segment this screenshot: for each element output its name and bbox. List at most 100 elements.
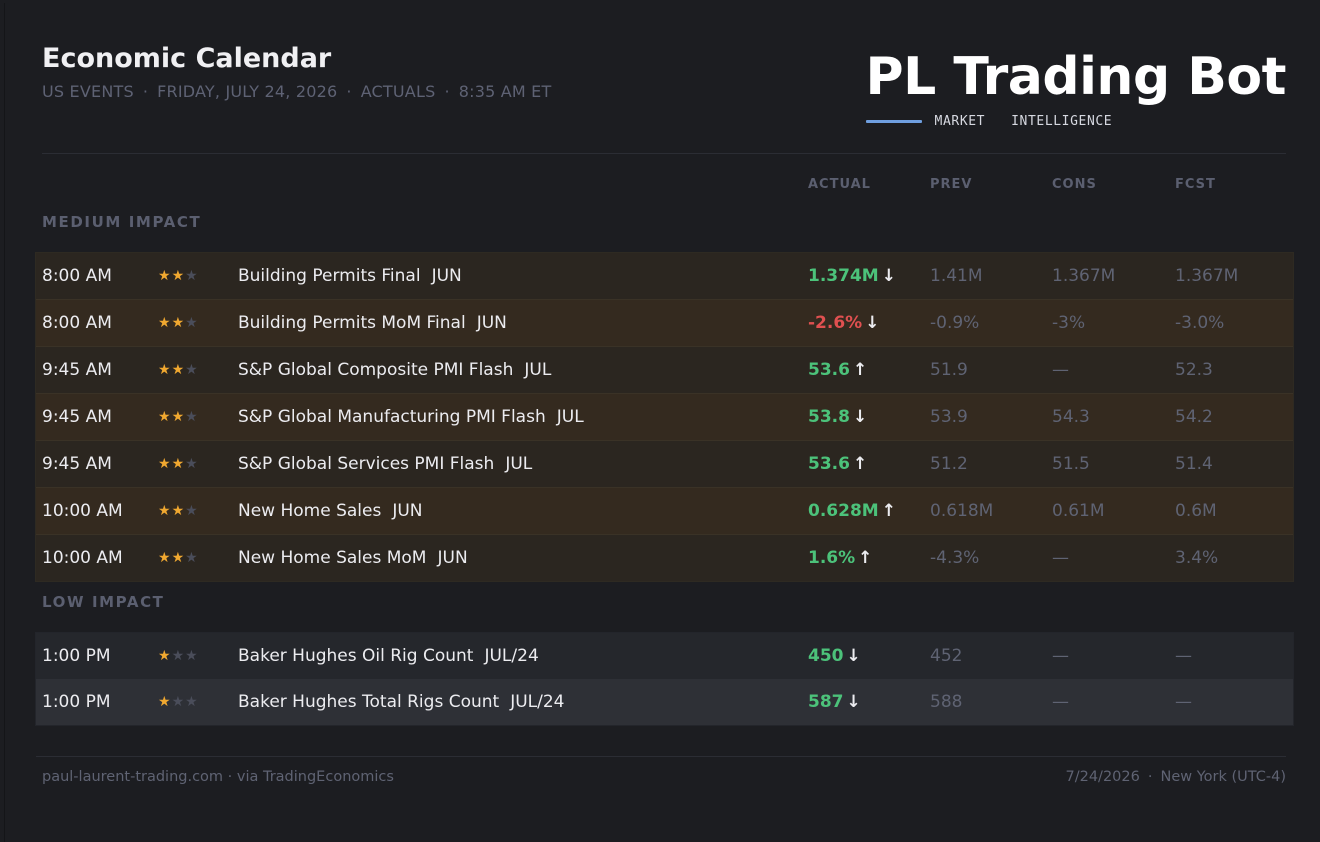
event-title: Building Permits MoM Final (238, 313, 466, 333)
impact-stars: ★★★ (158, 456, 199, 472)
forecast-value: 54.2 (1175, 407, 1213, 427)
header: Economic Calendar US EVENTS · FRIDAY, JULY… (42, 42, 551, 101)
star-icon: ★ (185, 456, 199, 472)
event-period: JUN (437, 548, 468, 568)
footer-date: 7/24/2026 (1065, 769, 1140, 785)
event-time: 9:45 AM (42, 454, 112, 474)
event-row[interactable]: 8:00 AM ★★★ Building Permits MoM Final JUN -… (36, 299, 1293, 346)
arrow-down-icon: ↓ (881, 266, 896, 286)
footer-separator: · (1147, 769, 1153, 785)
impact-stars: ★★★ (158, 648, 199, 664)
arrow-up-icon: ↑ (852, 454, 868, 474)
consensus-value: — (1052, 360, 1069, 380)
event-row[interactable]: 10:00 AM ★★★ New Home Sales JUN 0.628M ↑ 0.618… (36, 487, 1293, 534)
brand-logo: PL Trading Bot MARKET INTELLIGENCE (865, 46, 1287, 129)
previous-value: 0.618M (930, 501, 994, 521)
star-icon: ★ (185, 315, 199, 331)
star-icon: ★ (171, 456, 186, 472)
impact-stars: ★★★ (158, 409, 199, 425)
star-icon: ★ (171, 694, 186, 710)
event-time: 9:45 AM (42, 360, 112, 380)
event-name: Building Permits MoM Final JUN (238, 313, 507, 333)
actual-value: 1.374M ↓ (808, 266, 896, 286)
forecast-value: 0.6M (1175, 501, 1217, 521)
footer-divider (36, 756, 1286, 757)
column-header-actual: ACTUAL (808, 177, 871, 192)
event-title: Baker Hughes Total Rigs Count (238, 692, 500, 712)
actual-value: 587 ↓ (808, 692, 861, 712)
arrow-up-icon: ↑ (858, 548, 873, 568)
arrow-down-icon: ↓ (846, 646, 861, 666)
impact-stars: ★★★ (158, 315, 199, 331)
star-icon: ★ (158, 409, 172, 425)
star-icon: ★ (171, 268, 186, 284)
forecast-value: 1.367M (1175, 266, 1239, 286)
event-row[interactable]: 9:45 AM ★★★ S&P Global Manufacturing PMI F… (36, 393, 1293, 440)
events-table-low-impact: 1:00 PM ★★★ Baker Hughes Oil Rig Count JUL/… (35, 632, 1294, 726)
forecast-value: -3.0% (1175, 313, 1225, 333)
star-icon: ★ (171, 503, 186, 519)
arrow-down-icon: ↓ (852, 407, 868, 427)
actual-value: -2.6% ↓ (808, 313, 879, 333)
forecast-value: — (1175, 646, 1192, 666)
event-title: Building Permits Final (238, 266, 421, 286)
impact-stars: ★★★ (158, 362, 199, 378)
star-icon: ★ (185, 694, 199, 710)
event-time: 10:00 AM (42, 548, 123, 568)
actual-number: 0.628M (808, 501, 879, 521)
event-row[interactable]: 8:00 AM ★★★ Building Permits Final JUN 1.374… (36, 253, 1293, 299)
section-label-medium-impact: MEDIUM IMPACT (42, 213, 202, 231)
footer-datetime: 7/24/2026 · New York (UTC-4) (1066, 769, 1287, 785)
consensus-value: — (1052, 692, 1069, 712)
star-icon: ★ (158, 268, 172, 284)
actual-number: -2.6% (808, 313, 863, 333)
arrow-up-icon: ↑ (852, 360, 868, 380)
forecast-value: 3.4% (1175, 548, 1219, 568)
event-period: JUL/24 (510, 692, 565, 712)
consensus-value: — (1052, 646, 1069, 666)
event-time: 10:00 AM (42, 501, 123, 521)
star-icon: ★ (171, 362, 186, 378)
event-row[interactable]: 1:00 PM ★★★ Baker Hughes Oil Rig Count JUL/… (36, 633, 1293, 679)
previous-value: 588 (930, 692, 963, 712)
event-row[interactable]: 10:00 AM ★★★ New Home Sales MoM JUN 1.6% ↑ -4.… (36, 534, 1293, 581)
star-icon: ★ (158, 456, 172, 472)
impact-stars: ★★★ (158, 694, 199, 710)
brand-title: PL Trading Bot (865, 47, 1287, 107)
event-title: New Home Sales MoM (238, 548, 427, 568)
star-icon: ★ (158, 503, 172, 519)
previous-value: 452 (930, 646, 963, 666)
star-icon: ★ (185, 268, 199, 284)
event-time: 1:00 PM (42, 646, 111, 666)
brand-tagline-word: INTELLIGENCE (1011, 114, 1113, 129)
column-header-cons: CONS (1052, 177, 1097, 192)
event-row[interactable]: 1:00 PM ★★★ Baker Hughes Total Rigs Count J… (36, 679, 1293, 725)
consensus-value: 54.3 (1052, 407, 1090, 427)
event-name: New Home Sales JUN (238, 501, 423, 521)
previous-value: 1.41M (930, 266, 983, 286)
actual-value: 1.6% ↑ (808, 548, 872, 568)
event-row[interactable]: 9:45 AM ★★★ S&P Global Composite PMI Flash… (36, 346, 1293, 393)
event-name: New Home Sales MoM JUN (238, 548, 468, 568)
footer-source: paul-laurent-trading.com · via TradingEc… (42, 769, 394, 785)
subtitle-mode: ACTUALS (360, 82, 436, 101)
star-icon: ★ (158, 694, 172, 710)
star-icon: ★ (185, 362, 199, 378)
actual-value: 53.6 ↑ (808, 360, 867, 380)
subtitle-time: 8:35 AM ET (458, 82, 552, 101)
actual-number: 1.374M (808, 266, 879, 286)
actual-number: 53.6 (808, 454, 850, 474)
star-icon: ★ (171, 409, 186, 425)
page-subtitle: US EVENTS · FRIDAY, JULY 24, 2026 · ACTUALS ·… (42, 82, 551, 101)
event-period: JUL (556, 407, 584, 427)
event-time: 8:00 AM (42, 266, 112, 286)
star-icon: ★ (158, 550, 172, 566)
event-row[interactable]: 9:45 AM ★★★ S&P Global Services PMI Flash J… (36, 440, 1293, 487)
star-icon: ★ (185, 503, 199, 519)
previous-value: 51.2 (930, 454, 968, 474)
header-divider (42, 153, 1286, 154)
subtitle-separator: · (142, 82, 149, 101)
event-period: JUL/24 (484, 646, 539, 666)
actual-value: 53.8 ↓ (808, 407, 867, 427)
actual-number: 53.6 (808, 360, 850, 380)
